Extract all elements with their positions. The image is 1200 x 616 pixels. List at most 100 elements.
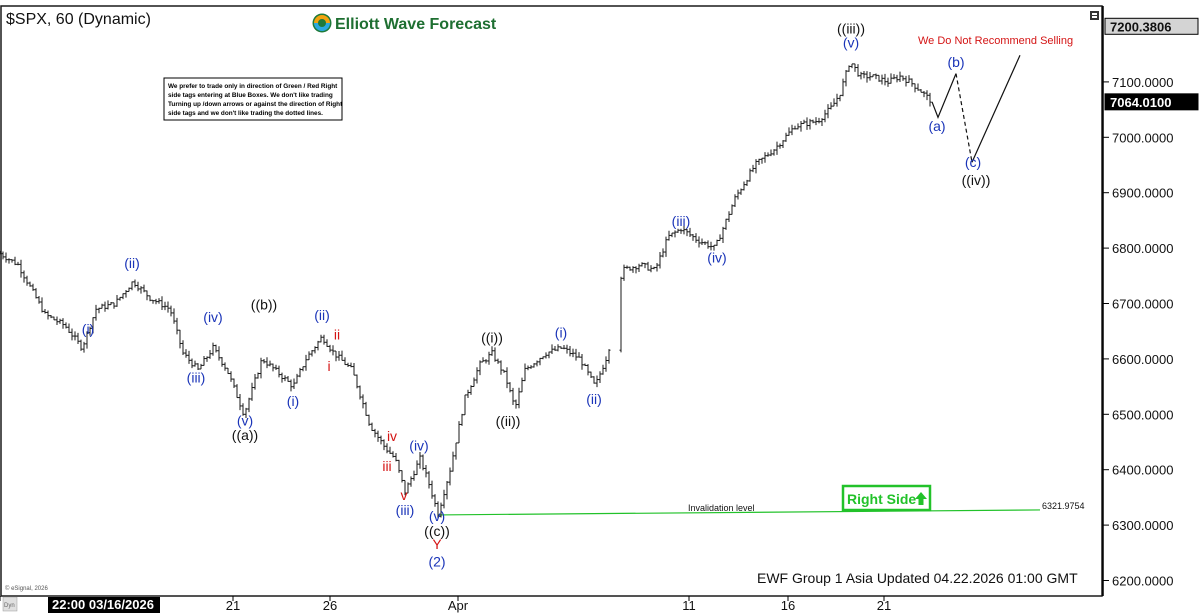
ohlc-bar xyxy=(634,266,638,274)
ohlc-bar xyxy=(694,233,698,243)
ohlc-bar xyxy=(640,262,644,267)
ohlc-bar xyxy=(532,363,536,368)
wave-label: (2) xyxy=(428,554,445,570)
chart-title: $SPX, 60 (Dynamic) xyxy=(6,11,151,28)
ohlc-bar xyxy=(280,372,284,383)
ohlc-bar xyxy=(319,334,323,343)
ohlc-bar xyxy=(859,71,863,80)
ohlc-bar xyxy=(187,350,191,364)
ohlc-bar xyxy=(571,348,575,358)
ohlc-bar xyxy=(577,352,581,358)
ohlc-bar xyxy=(733,194,737,207)
ohlc-bar xyxy=(7,258,11,264)
ohlc-bar xyxy=(226,367,230,375)
ohlc-bar xyxy=(910,78,914,87)
ohlc-bar xyxy=(781,140,785,148)
ohlc-bar xyxy=(808,118,812,130)
price-bars xyxy=(0,63,932,519)
ohlc-bar xyxy=(367,414,371,426)
chart-settings-icon[interactable] xyxy=(1090,11,1099,20)
ohlc-bar xyxy=(589,371,593,378)
ohlc-bar xyxy=(496,358,500,364)
ohlc-bar xyxy=(862,71,866,79)
ohlc-bar xyxy=(919,88,923,93)
ohlc-bar xyxy=(238,393,242,411)
price-box-label: 7064.0100 xyxy=(1110,95,1171,110)
ohlc-bar xyxy=(451,451,455,472)
ohlc-bar xyxy=(550,344,554,355)
ohlc-bar xyxy=(892,74,896,80)
ohlc-bar xyxy=(58,318,62,324)
wave-label: (ii) xyxy=(586,391,602,407)
ohlc-bar xyxy=(349,362,353,368)
ohlc-bar xyxy=(130,281,134,291)
ohlc-bar xyxy=(568,346,572,357)
wave-label: ((iii)) xyxy=(837,21,865,37)
y-tick-label: 6900.0000 xyxy=(1112,186,1173,201)
y-axis: 6200.0000 6300.0000 6400.0000 6500.0000 6600… xyxy=(1103,75,1173,589)
ohlc-bar xyxy=(604,356,608,372)
ohlc-bar xyxy=(301,366,305,372)
price-boxes: 7200.3806 7064.0100 xyxy=(1104,17,1199,111)
ohlc-bar xyxy=(262,358,266,364)
ohlc-bar xyxy=(655,263,659,272)
wave-label: (v) xyxy=(843,35,859,51)
ohlc-bar xyxy=(43,309,47,314)
ohlc-bar xyxy=(70,328,74,341)
ohlc-bar xyxy=(472,377,476,387)
ohlc-bar xyxy=(352,363,356,376)
ohlc-bar xyxy=(454,442,458,460)
ohlc-bar xyxy=(502,369,506,373)
ohlc-bar xyxy=(322,334,326,345)
wave-label: iii xyxy=(382,458,391,474)
brand-name: Elliott Wave Forecast xyxy=(335,16,497,33)
brand-logo[interactable]: Elliott Wave Forecast xyxy=(312,13,497,34)
wave-label: (iv) xyxy=(409,437,428,453)
ohlc-bar xyxy=(646,261,650,271)
ohlc-bar xyxy=(88,326,92,336)
projection-solid xyxy=(931,73,957,119)
ohlc-bar xyxy=(415,460,419,476)
price-box: 7064.0100 xyxy=(1104,93,1199,111)
ohlc-bar xyxy=(535,360,539,367)
right-side-badge: Right Side xyxy=(841,484,932,512)
ohlc-bar xyxy=(52,316,56,321)
ohlc-bar xyxy=(658,252,662,269)
wave-label: ((ii)) xyxy=(496,413,521,429)
note-line-1: We prefer to trade only in direction of … xyxy=(168,83,338,90)
ohlc-bar xyxy=(295,373,299,384)
wave-label: ((c)) xyxy=(424,523,450,539)
x-tick-label: 22:00 03/16/2026 xyxy=(52,597,154,612)
ohlc-bar xyxy=(784,132,788,142)
ohlc-bar xyxy=(670,232,674,238)
projection-dashed xyxy=(955,73,973,163)
ohlc-bar xyxy=(448,467,452,486)
ohlc-bar xyxy=(667,230,671,241)
ohlc-bar xyxy=(34,288,38,299)
invalidation-line-group: Invalidation level 6321.9754 xyxy=(437,501,1085,516)
ohlc-bar xyxy=(508,382,512,393)
ohlc-bar xyxy=(49,314,53,319)
ohlc-bar xyxy=(907,75,911,83)
ohlc-bar xyxy=(715,239,719,246)
ohlc-bar xyxy=(904,75,908,87)
ohlc-bar xyxy=(442,489,446,509)
ohlc-bar xyxy=(487,351,491,365)
wave-label: ((b)) xyxy=(251,297,277,313)
y-tick-label: 6500.0000 xyxy=(1112,407,1173,422)
ohlc-bar xyxy=(310,350,314,357)
y-tick-label: 6700.0000 xyxy=(1112,297,1173,312)
right-side-label: Right Side xyxy=(847,491,916,507)
ohlc-bar xyxy=(151,299,155,304)
ohlc-bar xyxy=(706,240,710,249)
ohlc-bar xyxy=(691,234,695,241)
ohlc-bar xyxy=(517,387,521,409)
ohlc-bar xyxy=(172,308,176,324)
ohlc-bar xyxy=(268,360,272,367)
wave-label: (ii) xyxy=(314,307,330,323)
ohlc-bar xyxy=(883,73,887,86)
ohlc-bar xyxy=(556,344,560,352)
ohlc-bar xyxy=(727,211,731,222)
ohlc-bar xyxy=(370,422,374,431)
invalidation-line xyxy=(437,509,1041,516)
